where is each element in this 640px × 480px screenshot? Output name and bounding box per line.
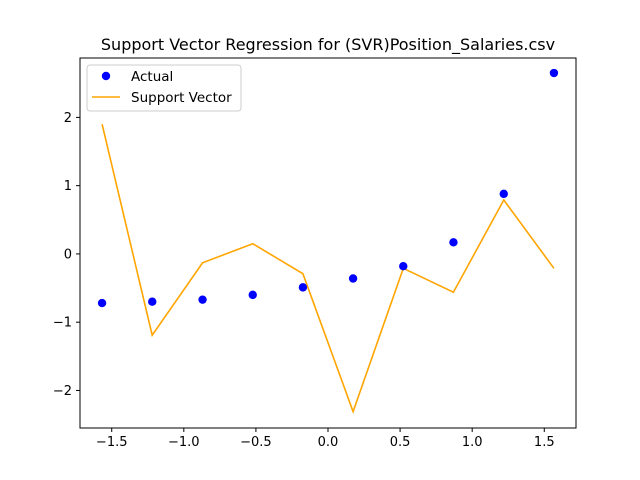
y-tick-label: 2: [64, 111, 72, 126]
y-tick-label: 0: [64, 247, 72, 262]
actual-point: [499, 189, 508, 199]
y-axis: −2 −1 0 1 2: [53, 111, 80, 399]
actual-point: [248, 290, 257, 300]
y-tick-label: 1: [64, 179, 72, 194]
support-vector-series: [101, 124, 555, 414]
actual-point: [298, 283, 308, 292]
actual-point: [399, 262, 408, 271]
chart-title: Support Vector Regression for (SVR)Posit…: [101, 35, 555, 55]
legend-actual-label: Actual: [131, 69, 173, 85]
y-tick-label: −2: [53, 384, 72, 399]
plot-frame: [79, 57, 577, 429]
x-tick-label: 1.5: [534, 435, 555, 450]
x-tick-label: −0.5: [240, 435, 272, 450]
legend-support-vector-label: Support Vector: [131, 90, 232, 106]
x-tick-label: 0.5: [390, 435, 411, 450]
actual-point: [449, 238, 458, 247]
actual-point: [549, 68, 559, 78]
x-axis: −1.5 −1.0 −0.5 0.0 0.5 1.0 1.5: [96, 428, 555, 450]
actual-point: [198, 295, 207, 304]
legend-actual-marker: [101, 71, 111, 81]
x-tick-label: 1.0: [462, 435, 483, 450]
actual-point: [97, 298, 107, 308]
legend-box: [86, 64, 242, 112]
support-vector-line: [101, 124, 555, 414]
actual-series: [97, 68, 559, 308]
x-tick-label: −1.5: [96, 435, 128, 450]
legend: Actual Support Vector: [86, 64, 242, 112]
actual-point: [148, 297, 157, 306]
x-tick-label: 0.0: [318, 435, 339, 450]
y-tick-label: −1: [53, 316, 72, 331]
x-tick-label: −1.0: [168, 435, 200, 450]
actual-point: [348, 274, 358, 283]
